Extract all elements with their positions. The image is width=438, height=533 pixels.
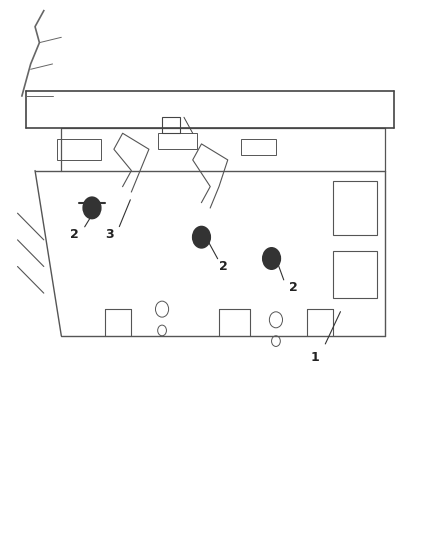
Circle shape: [193, 227, 210, 248]
Text: 1: 1: [311, 351, 320, 364]
Circle shape: [83, 197, 101, 219]
Text: 2: 2: [219, 260, 228, 273]
Text: 3: 3: [105, 228, 114, 241]
Bar: [158, 133, 197, 149]
Circle shape: [263, 248, 280, 269]
Bar: [241, 139, 276, 155]
Bar: [333, 251, 377, 298]
Text: 2: 2: [289, 281, 298, 294]
Bar: [333, 181, 377, 235]
Text: 2: 2: [70, 228, 79, 241]
Bar: [162, 117, 180, 133]
Bar: [57, 139, 101, 160]
